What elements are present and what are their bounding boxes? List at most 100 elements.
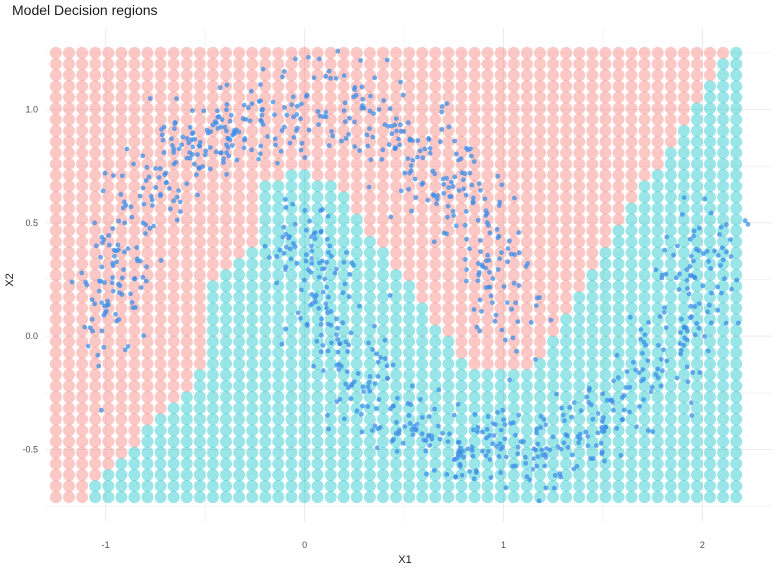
- region-cell: [337, 46, 350, 59]
- region-cell: [612, 180, 625, 193]
- data-point: [552, 473, 558, 478]
- data-point: [588, 402, 594, 408]
- data-point: [396, 431, 402, 437]
- data-point: [448, 194, 454, 200]
- region-cell: [141, 102, 154, 115]
- region-cell: [377, 135, 389, 148]
- data-point: [147, 96, 153, 101]
- data-point: [341, 108, 347, 113]
- data-point: [595, 430, 601, 436]
- region-cell: [547, 213, 560, 226]
- data-point: [365, 143, 371, 149]
- region-cell: [664, 191, 677, 204]
- data-point: [636, 370, 642, 375]
- region-cell: [49, 58, 62, 70]
- data-point: [490, 441, 496, 447]
- data-point: [496, 454, 502, 459]
- region-cell: [651, 302, 664, 315]
- data-point: [367, 126, 372, 131]
- region-cell: [612, 257, 625, 270]
- region-cell: [180, 380, 193, 392]
- region-cell: [677, 424, 690, 437]
- region-cell: [677, 302, 690, 315]
- region-cell: [102, 180, 115, 193]
- region-cell: [704, 202, 716, 215]
- region-cell: [560, 424, 573, 437]
- region-cell: [102, 435, 115, 448]
- data-point: [226, 153, 232, 159]
- data-point: [690, 370, 695, 375]
- region-cell: [573, 69, 586, 82]
- region-cell: [717, 135, 730, 148]
- region-cell: [403, 180, 416, 193]
- region-cell: [377, 224, 389, 237]
- region-cell: [363, 213, 376, 226]
- region-cell: [481, 246, 494, 259]
- region-cell: [154, 91, 167, 104]
- data-point: [174, 96, 179, 101]
- region-cell: [625, 480, 638, 492]
- data-point: [542, 463, 548, 469]
- data-point: [475, 278, 481, 284]
- data-point: [365, 384, 371, 390]
- data-point: [153, 185, 159, 190]
- data-point: [85, 343, 91, 349]
- region-cell: [664, 291, 677, 304]
- data-point: [389, 131, 395, 137]
- data-point: [516, 250, 522, 256]
- region-cell: [599, 135, 612, 148]
- region-cell: [63, 368, 75, 381]
- data-point: [256, 99, 262, 104]
- region-cell: [704, 346, 716, 359]
- region-cell: [416, 424, 429, 437]
- data-point: [662, 305, 667, 311]
- region-cell: [337, 235, 350, 248]
- data-point: [394, 128, 399, 134]
- region-cell: [63, 69, 75, 82]
- data-point: [692, 275, 698, 281]
- region-cell: [507, 46, 520, 59]
- region-cell: [76, 368, 89, 381]
- region-cell: [141, 135, 154, 148]
- data-point: [179, 142, 185, 148]
- data-point: [445, 439, 451, 444]
- data-point: [681, 195, 687, 201]
- data-point: [394, 419, 399, 425]
- data-point: [560, 412, 566, 418]
- region-cell: [704, 113, 716, 126]
- region-cell: [154, 380, 167, 392]
- region-cell: [154, 280, 167, 293]
- region-cell: [285, 69, 298, 82]
- region-cell: [154, 424, 167, 437]
- data-point: [342, 281, 348, 287]
- region-cell: [167, 380, 180, 392]
- data-point: [375, 359, 381, 365]
- region-cell: [730, 491, 743, 504]
- region-cell: [63, 80, 75, 93]
- region-cell: [534, 102, 546, 115]
- data-point: [484, 426, 490, 432]
- data-point: [577, 431, 583, 437]
- region-cell: [167, 291, 180, 304]
- region-cell: [416, 213, 429, 226]
- region-cell: [717, 380, 730, 392]
- region-cell: [128, 446, 141, 459]
- data-point: [543, 422, 549, 428]
- region-cell: [154, 69, 167, 82]
- data-point: [202, 152, 208, 158]
- region-cell: [246, 124, 259, 137]
- data-point: [326, 143, 332, 148]
- region-cell: [49, 202, 62, 215]
- region-cell: [455, 113, 468, 126]
- region-cell: [599, 402, 612, 415]
- region-cell: [403, 213, 416, 226]
- region-cell: [442, 257, 455, 270]
- region-cell: [599, 169, 612, 182]
- data-point: [412, 176, 418, 182]
- region-cell: [507, 491, 520, 504]
- region-cell: [651, 58, 664, 70]
- region-cell: [547, 424, 560, 437]
- region-cell: [128, 124, 141, 137]
- x-tick-label: -1: [102, 540, 110, 550]
- region-cell: [507, 391, 520, 404]
